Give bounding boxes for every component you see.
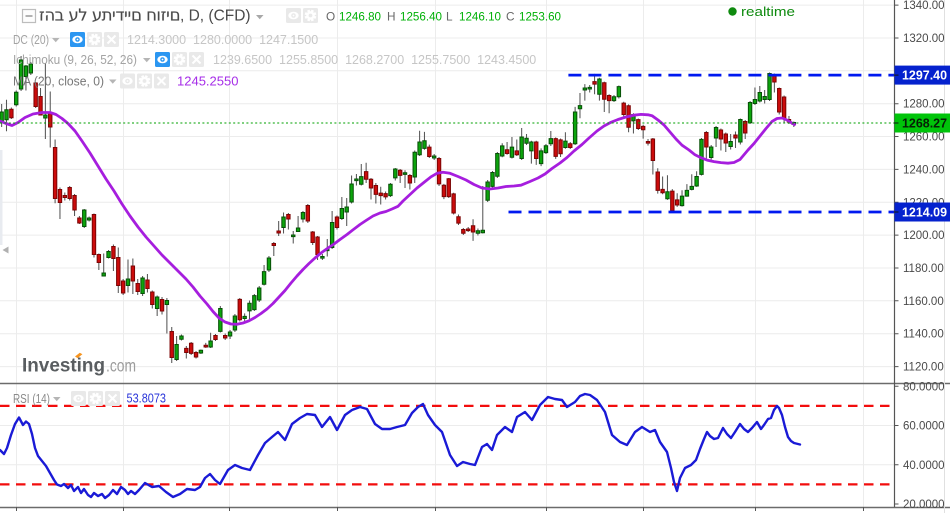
- svg-text:1320.00: 1320.00: [903, 33, 945, 45]
- svg-text:realtime: realtime: [741, 5, 795, 19]
- svg-text:60.0000: 60.0000: [903, 421, 945, 433]
- svg-text:MA (20, close, 0): MA (20, close, 0): [13, 74, 104, 89]
- svg-text:1214.09: 1214.09: [902, 206, 947, 220]
- svg-text:1246.80: 1246.80: [339, 10, 381, 24]
- svg-text:1245.2550: 1245.2550: [177, 74, 238, 89]
- svg-text:1260.00: 1260.00: [903, 132, 945, 144]
- svg-text:Ichimoku (9, 26, 52, 26): Ichimoku (9, 26, 52, 26): [13, 53, 137, 67]
- svg-text:1340.00: 1340.00: [903, 0, 945, 12]
- svg-text:.com: .com: [106, 356, 136, 376]
- svg-text:, D, (CFD): , D, (CFD): [180, 8, 251, 25]
- svg-text:DC (20): DC (20): [13, 33, 49, 47]
- svg-text:RSI (14): RSI (14): [13, 392, 50, 406]
- svg-text:1239.6500 1255.8500 1268.270: 1239.6500 1255.8500 1268.2700 1255.7500 …: [213, 53, 536, 67]
- svg-text:1140.00: 1140.00: [903, 329, 944, 341]
- svg-text:1246.10: 1246.10: [459, 10, 501, 24]
- svg-text:L: L: [446, 10, 453, 24]
- svg-text:1253.60: 1253.60: [519, 10, 561, 24]
- svg-text:1297.40: 1297.40: [902, 69, 947, 83]
- svg-text:1120.00: 1120.00: [903, 362, 944, 374]
- svg-text:1240.00: 1240.00: [903, 164, 945, 176]
- svg-text:1160.00: 1160.00: [903, 296, 944, 308]
- svg-text:1214.3000 1280.0000 1247.150: 1214.3000 1280.0000 1247.1500: [127, 33, 318, 47]
- svg-text:1256.40: 1256.40: [400, 10, 442, 24]
- svg-text:1180.00: 1180.00: [903, 263, 944, 275]
- svg-text:53.8073: 53.8073: [127, 391, 167, 406]
- svg-text:C: C: [506, 10, 515, 24]
- svg-text:20.0000: 20.0000: [903, 499, 945, 511]
- svg-text:1280.00: 1280.00: [903, 99, 945, 111]
- svg-text:1268.27: 1268.27: [902, 117, 947, 131]
- svg-text:O: O: [326, 10, 335, 24]
- svg-text:80.0000: 80.0000: [903, 381, 945, 393]
- svg-text:H: H: [387, 10, 396, 24]
- svg-text:Investing: Investing: [22, 355, 105, 377]
- svg-text:1200.00: 1200.00: [903, 230, 945, 242]
- svg-text:40.0000: 40.0000: [903, 460, 945, 472]
